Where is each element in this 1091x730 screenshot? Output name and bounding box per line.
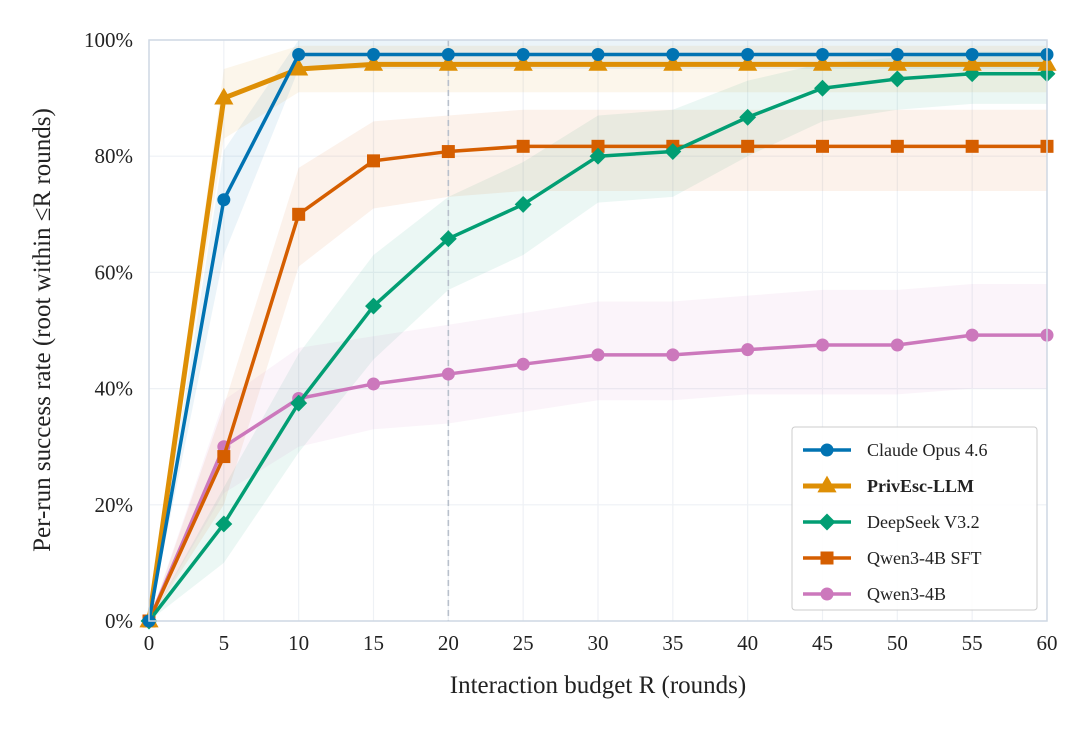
legend-label: Qwen3-4B xyxy=(867,584,946,604)
data-point xyxy=(217,450,231,464)
x-tick-label: 25 xyxy=(513,631,534,655)
data-point xyxy=(741,139,755,153)
data-point xyxy=(591,139,605,153)
y-tick-label: 80% xyxy=(95,144,134,168)
data-point xyxy=(663,54,683,71)
data-point xyxy=(965,328,979,342)
data-point xyxy=(292,207,306,221)
x-tick-label: 45 xyxy=(812,631,833,655)
legend-marker xyxy=(820,443,834,457)
data-point xyxy=(367,377,380,391)
data-point xyxy=(887,54,907,71)
data-point xyxy=(890,48,904,62)
data-point xyxy=(516,48,530,62)
data-point xyxy=(888,70,906,88)
legend-label: Qwen3-4B SFT xyxy=(867,548,982,568)
data-point xyxy=(363,54,384,71)
legend-label: PrivEsc-LLM xyxy=(867,476,974,496)
data-point xyxy=(816,338,829,352)
x-tick-label: 50 xyxy=(887,631,908,655)
data-point xyxy=(965,139,979,153)
x-axis-label: Interaction budget R (rounds) xyxy=(450,672,746,699)
confidence-band xyxy=(149,45,1047,622)
legend-label: DeepSeek V3.2 xyxy=(867,512,980,532)
data-point xyxy=(741,48,755,62)
data-point xyxy=(215,515,233,533)
data-point xyxy=(666,348,680,362)
data-point xyxy=(292,48,306,62)
x-tick-label: 0 xyxy=(144,631,155,655)
x-tick-label: 10 xyxy=(288,631,309,655)
x-tick-label: 15 xyxy=(363,631,384,655)
data-point xyxy=(816,48,829,62)
data-point xyxy=(965,48,979,62)
data-point xyxy=(367,48,380,62)
data-point xyxy=(816,139,829,153)
data-point xyxy=(516,139,530,153)
data-point xyxy=(516,357,530,371)
data-point xyxy=(814,79,831,97)
data-point xyxy=(890,139,904,153)
data-point xyxy=(365,297,382,315)
data-point xyxy=(367,154,380,168)
confidence-band xyxy=(149,51,1047,622)
data-point xyxy=(738,54,758,71)
x-tick-label: 60 xyxy=(1037,631,1058,655)
data-point xyxy=(214,87,234,105)
data-point xyxy=(666,48,680,62)
data-point xyxy=(741,343,755,357)
data-point xyxy=(441,48,455,62)
legend-marker xyxy=(820,587,834,601)
x-tick-label: 55 xyxy=(962,631,983,655)
confidence-band xyxy=(149,109,1047,621)
x-tick-label: 35 xyxy=(662,631,683,655)
legend-marker xyxy=(818,513,836,531)
data-point xyxy=(514,195,532,213)
legend: Claude Opus 4.6 PrivEsc-LLM DeepSeek V3.2 Q… xyxy=(791,426,1038,611)
data-point xyxy=(739,108,757,126)
data-point xyxy=(812,54,833,71)
x-ticks: 0 5 10 15 20 25 30 35 40 45 50 55 60 xyxy=(144,631,1058,655)
legend-marker xyxy=(817,475,837,493)
data-point xyxy=(962,54,982,71)
y-axis-label: Per-run success rate (root within ≤R rou… xyxy=(29,108,56,552)
y-tick-label: 40% xyxy=(95,377,134,401)
data-point xyxy=(441,145,455,159)
y-tick-label: 100% xyxy=(84,28,133,52)
data-point xyxy=(290,394,308,412)
plot-frame xyxy=(148,39,1048,622)
y-tick-label: 60% xyxy=(95,260,134,284)
confidence-bands xyxy=(149,40,1047,622)
data-point xyxy=(513,54,533,71)
x-tick-label: 5 xyxy=(219,631,230,655)
series-claude-opus-4-6 xyxy=(142,48,1054,628)
data-point xyxy=(217,193,231,207)
legend-marker xyxy=(820,551,834,565)
x-tick-label: 20 xyxy=(438,631,459,655)
y-ticks: 0% 20% 40% 60% 80% 100% xyxy=(84,28,133,633)
x-tick-label: 40 xyxy=(737,631,758,655)
legend-box xyxy=(791,426,1038,611)
data-point xyxy=(664,143,682,161)
data-point xyxy=(439,230,457,248)
y-tick-label: 20% xyxy=(95,493,134,517)
x-tick-label: 30 xyxy=(588,631,609,655)
y-tick-label: 0% xyxy=(105,609,133,633)
data-point xyxy=(438,54,458,71)
data-point xyxy=(289,58,309,76)
data-point xyxy=(890,338,904,352)
data-point xyxy=(588,54,608,71)
confidence-band xyxy=(149,284,1047,621)
data-point xyxy=(441,367,455,381)
data-point xyxy=(589,147,607,165)
data-point xyxy=(591,348,605,362)
legend-label: Claude Opus 4.6 xyxy=(867,440,988,460)
data-point xyxy=(591,48,605,62)
